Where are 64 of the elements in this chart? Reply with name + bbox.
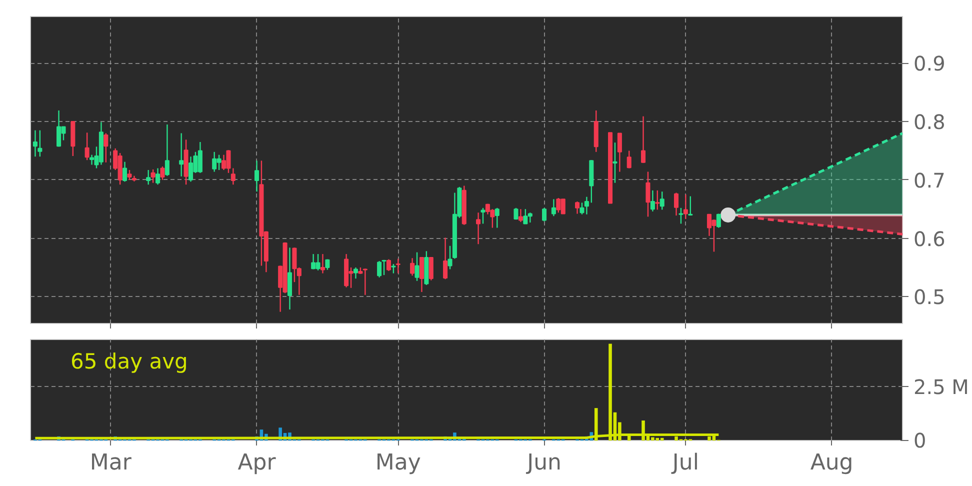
candlestick xyxy=(448,245,452,270)
candlestick xyxy=(150,168,156,184)
candlestick xyxy=(650,190,655,212)
candlestick xyxy=(542,207,547,222)
x-tick-label: Apr xyxy=(238,450,277,476)
y-tick-label: 0.8 xyxy=(914,110,946,134)
candlestick xyxy=(414,252,420,282)
candlestick xyxy=(122,161,128,182)
candlestick xyxy=(160,166,165,181)
candlestick xyxy=(230,168,236,186)
candlestick xyxy=(706,214,712,237)
candlestick xyxy=(179,132,184,178)
candlestick xyxy=(640,116,646,164)
candlestick xyxy=(428,256,434,281)
x-tick-label: Mar xyxy=(90,450,132,476)
candlestick xyxy=(287,247,292,310)
y-tick-label: 0.7 xyxy=(914,168,946,192)
candlestick xyxy=(678,207,684,224)
candlestick xyxy=(443,237,448,280)
candlestick xyxy=(221,154,226,171)
candlestick xyxy=(551,198,556,217)
candlestick xyxy=(716,213,721,228)
candlestick xyxy=(655,190,660,210)
candlestick xyxy=(626,150,632,169)
candlestick xyxy=(580,202,584,215)
candlestick xyxy=(617,132,622,172)
candlestick xyxy=(386,258,391,272)
y-tick-label: 2.5 M xyxy=(914,374,969,399)
candlestick xyxy=(155,168,160,186)
candlestick xyxy=(382,259,386,276)
y-tick-label: 0.9 xyxy=(914,52,946,76)
candlestick xyxy=(353,266,358,280)
candlestick xyxy=(646,171,650,218)
candlestick xyxy=(584,196,589,215)
candlestick xyxy=(480,207,486,224)
candlestick xyxy=(410,258,415,276)
x-tick-label: Jun xyxy=(525,450,562,476)
y-tick-label: 0.6 xyxy=(914,226,946,251)
y-tick-label: 0.5 xyxy=(914,285,946,310)
candlestick xyxy=(688,196,693,216)
candlestick xyxy=(518,208,523,223)
candlestick xyxy=(674,192,679,216)
candlestick xyxy=(575,200,580,214)
text: 65 day avg xyxy=(70,350,188,374)
candlestick xyxy=(146,169,151,186)
candlestick xyxy=(660,190,664,210)
candlestick xyxy=(419,256,424,293)
candlestick xyxy=(188,156,194,182)
x-tick-label: May xyxy=(375,450,421,476)
candlestick xyxy=(476,212,481,245)
candlestick xyxy=(494,207,500,228)
candlestick xyxy=(612,142,618,184)
candlestick xyxy=(127,169,132,181)
candlestick xyxy=(254,160,260,192)
candlestick xyxy=(391,263,396,274)
candlestick xyxy=(164,124,170,176)
y-tick-label: 0 xyxy=(914,428,926,452)
candlestick xyxy=(320,253,326,274)
candlestick xyxy=(377,260,382,278)
x-tick-label: Aug xyxy=(810,450,854,476)
x-tick-label: Jul xyxy=(670,450,699,476)
candlestick xyxy=(683,194,688,220)
candlestick xyxy=(396,258,400,274)
candlestick xyxy=(362,268,368,296)
